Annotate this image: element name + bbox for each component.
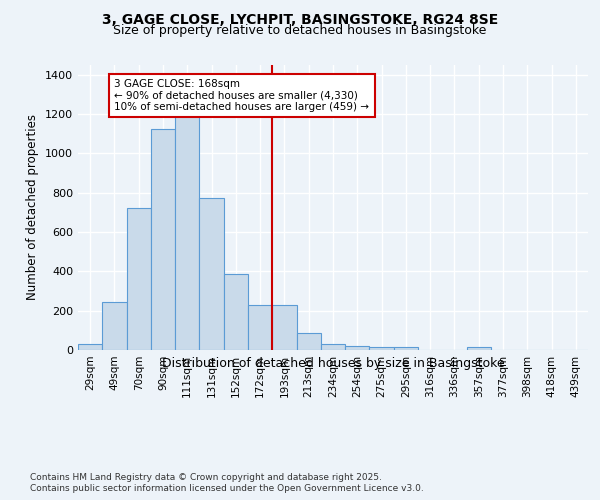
Bar [151, 129, 175, 350]
Bar [175, 86, 199, 350]
Bar [370, 347, 394, 350]
Text: Contains HM Land Registry data © Crown copyright and database right 2025.: Contains HM Land Registry data © Crown c… [30, 472, 382, 482]
Bar [394, 347, 418, 350]
Y-axis label: Number of detached properties: Number of detached properties [26, 114, 40, 300]
Text: 3 GAGE CLOSE: 168sqm
← 90% of detached houses are smaller (4,330)
10% of semi-de: 3 GAGE CLOSE: 168sqm ← 90% of detached h… [115, 79, 370, 112]
Bar [102, 302, 127, 350]
Bar [345, 346, 370, 350]
Bar [321, 344, 345, 350]
Bar [467, 347, 491, 350]
Bar [127, 208, 151, 350]
Text: Contains public sector information licensed under the Open Government Licence v3: Contains public sector information licen… [30, 484, 424, 493]
Text: Distribution of detached houses by size in Basingstoke: Distribution of detached houses by size … [161, 358, 505, 370]
Bar [272, 305, 296, 350]
Bar [248, 305, 272, 350]
Text: 3, GAGE CLOSE, LYCHPIT, BASINGSTOKE, RG24 8SE: 3, GAGE CLOSE, LYCHPIT, BASINGSTOKE, RG2… [102, 12, 498, 26]
Text: Size of property relative to detached houses in Basingstoke: Size of property relative to detached ho… [113, 24, 487, 37]
Bar [296, 334, 321, 350]
Bar [224, 274, 248, 350]
Bar [78, 344, 102, 350]
Bar [199, 198, 224, 350]
